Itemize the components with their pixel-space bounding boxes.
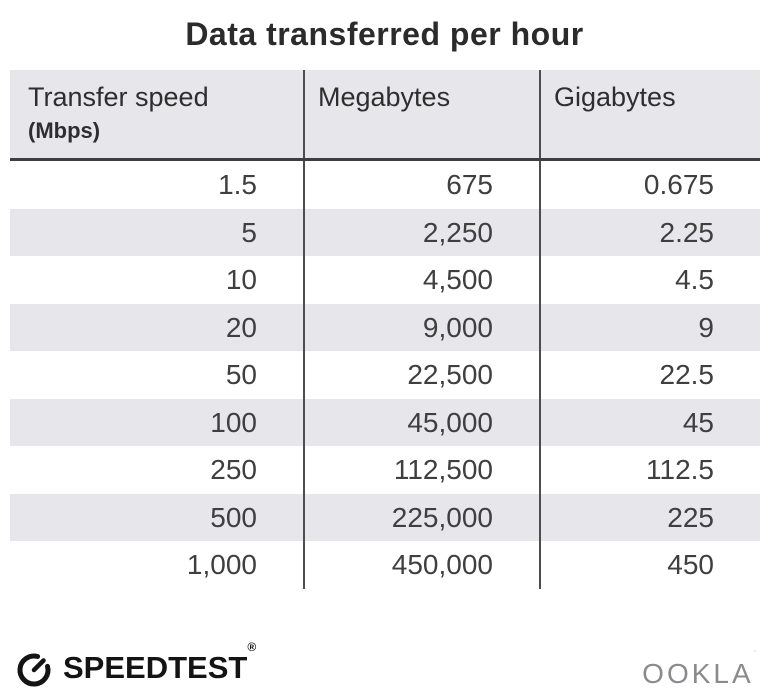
ookla-logo: OOKLA˙ <box>642 650 757 689</box>
cell-gigabytes: 45 <box>539 398 760 446</box>
table-row: 500 225,000 225 <box>10 493 760 541</box>
cell-gigabytes: 0.675 <box>539 161 760 209</box>
table-header-row: Transfer speed (Mbps) Megabytes Gigabyte… <box>10 70 760 161</box>
table-row: 1,000 450,000 450 <box>10 541 760 589</box>
cell-gigabytes: 22.5 <box>539 351 760 399</box>
header-cell-gigabytes: Gigabytes <box>539 70 760 158</box>
cell-gigabytes: 225 <box>539 493 760 541</box>
cell-megabytes: 22,500 <box>303 351 539 399</box>
ookla-trademark-symbol: ˙ <box>753 650 757 661</box>
cell-megabytes: 9,000 <box>303 303 539 351</box>
speedtest-wordmark: SPEEDTEST® <box>63 640 257 685</box>
table-row: 100 45,000 45 <box>10 398 760 446</box>
table-body: 1.5 675 0.675 5 2,250 2.25 10 4,500 4.5 … <box>10 161 760 589</box>
table-row: 50 22,500 22.5 <box>10 351 760 399</box>
cell-gigabytes: 2.25 <box>539 208 760 256</box>
header-label-transfer-speed: Transfer speed <box>28 82 209 112</box>
table-row: 20 9,000 9 <box>10 303 760 351</box>
data-table: Transfer speed (Mbps) Megabytes Gigabyte… <box>10 70 760 589</box>
cell-megabytes: 450,000 <box>303 541 539 589</box>
cell-megabytes: 45,000 <box>303 398 539 446</box>
cell-transfer-speed: 100 <box>210 406 257 438</box>
cell-gigabytes: 4.5 <box>539 256 760 304</box>
table-row: 10 4,500 4.5 <box>10 256 760 304</box>
cell-gigabytes: 9 <box>539 303 760 351</box>
cell-megabytes: 112,500 <box>303 446 539 494</box>
table-row: 5 2,250 2.25 <box>10 208 760 256</box>
cell-megabytes: 2,250 <box>303 208 539 256</box>
header-sublabel-mbps: (Mbps) <box>28 118 101 143</box>
header-cell-transfer-speed: Transfer speed (Mbps) <box>10 70 303 158</box>
cell-transfer-speed: 500 <box>210 501 257 533</box>
cell-transfer-speed: 1,000 <box>186 549 257 580</box>
page-title: Data transferred per hour <box>185 16 584 52</box>
header-cell-megabytes: Megabytes <box>303 70 539 158</box>
cell-transfer-speed: 250 <box>210 454 257 485</box>
cell-megabytes: 4,500 <box>303 256 539 304</box>
table-row: 1.5 675 0.675 <box>10 161 760 209</box>
cell-transfer-speed: 1.5 <box>218 169 257 200</box>
trademark-symbol: ® <box>247 640 257 654</box>
cell-transfer-speed: 10 <box>225 264 257 295</box>
speedtest-logo: SPEEDTEST® <box>14 640 257 688</box>
cell-transfer-speed: 50 <box>225 359 257 390</box>
cell-transfer-speed: 5 <box>241 216 257 248</box>
header-label-gigabytes: Gigabytes <box>554 82 676 112</box>
cell-transfer-speed: 20 <box>225 311 257 343</box>
header-label-megabytes: Megabytes <box>318 82 451 112</box>
cell-gigabytes: 112.5 <box>539 446 760 494</box>
table-row: 250 112,500 112.5 <box>10 446 760 494</box>
speedtest-gauge-icon <box>14 648 54 688</box>
cell-megabytes: 675 <box>303 161 539 209</box>
cell-gigabytes: 450 <box>539 541 760 589</box>
cell-megabytes: 225,000 <box>303 493 539 541</box>
